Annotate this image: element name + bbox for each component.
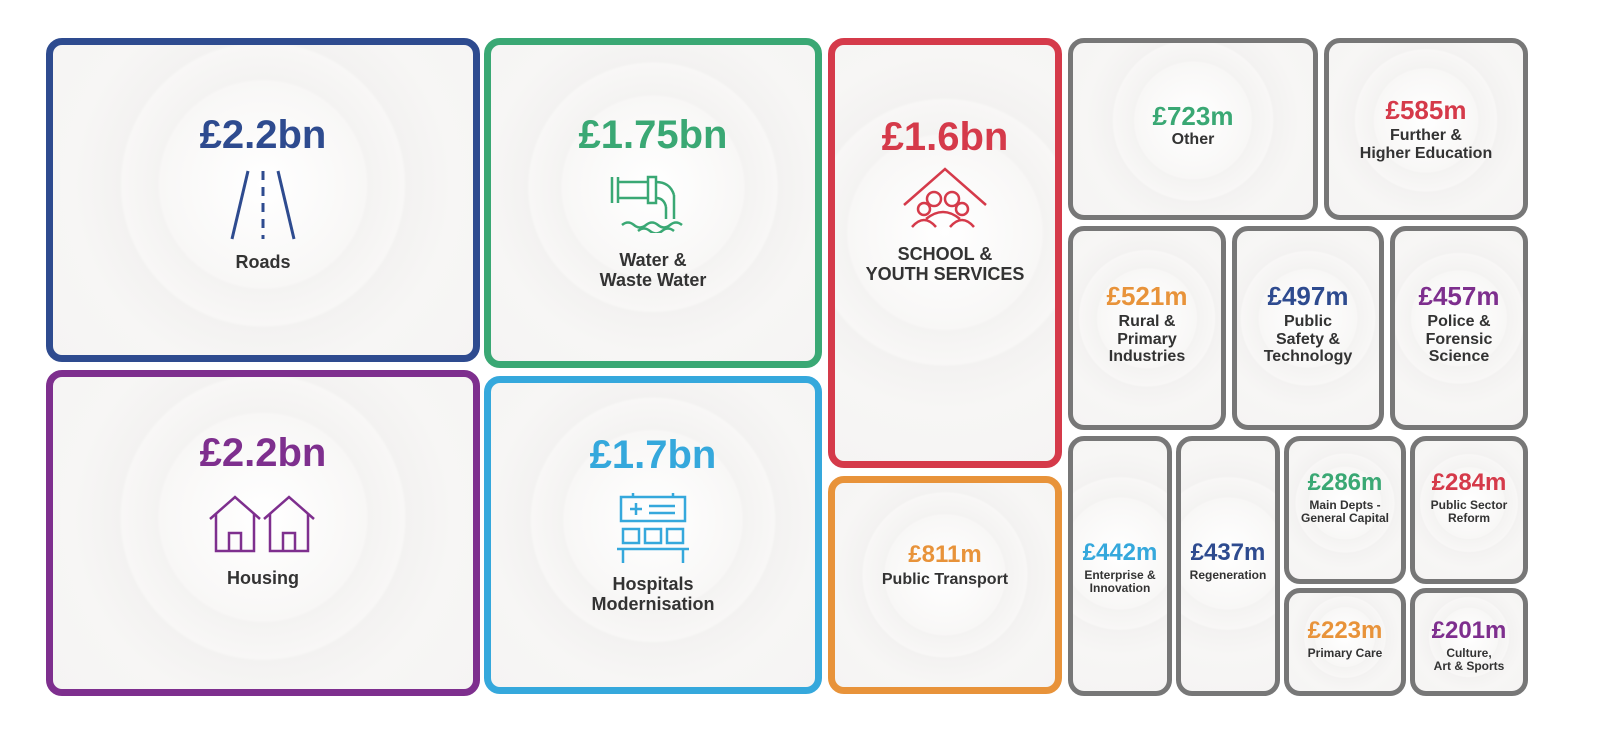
- tile-value: £811m: [908, 541, 982, 568]
- school-icon: [903, 167, 987, 228]
- tile-label: Culture, Art & Sports: [1433, 646, 1505, 674]
- houses-icon: [209, 495, 315, 553]
- tile-label: Water & Waste Water: [599, 250, 707, 290]
- tile-other: £723m Other: [1068, 38, 1318, 220]
- tile-value: £497m: [1267, 281, 1349, 311]
- tile-label: SCHOOL & YOUTH SERVICES: [865, 244, 1025, 284]
- tile-value: £723m: [1152, 101, 1234, 131]
- tile-label: Police & Forensic Science: [1425, 313, 1493, 366]
- tile-value: £457m: [1418, 281, 1500, 311]
- tile-transport: £811m Public Transport: [828, 476, 1062, 694]
- tile-safety: £497m Public Safety & Technology: [1232, 226, 1384, 430]
- tile-value: £1.75bn: [578, 113, 728, 157]
- tile-schools: £1.6bn SCHOOL & YOUTH SERVICES: [828, 38, 1062, 468]
- tile-value: £437m: [1190, 539, 1266, 566]
- tile-value: £286m: [1307, 469, 1383, 496]
- tile-housing: £2.2bn Housing: [46, 370, 480, 696]
- tile-label: Hospitals Modernisation: [591, 574, 715, 614]
- tile-value: £1.7bn: [589, 433, 717, 477]
- tile-value: £442m: [1082, 539, 1158, 566]
- tile-roads: £2.2bn Roads: [46, 38, 480, 362]
- tile-label: Public Safety & Technology: [1263, 313, 1353, 366]
- tile-regeneration: £437m Regeneration: [1176, 436, 1280, 696]
- tile-enterprise: £442m Enterprise & Innovation: [1068, 436, 1172, 696]
- tile-value: £2.2bn: [199, 113, 327, 157]
- tile-label: Public Transport: [881, 571, 1009, 588]
- tile-label: Primary Care: [1307, 646, 1383, 660]
- tile-label: Further & Higher Education: [1359, 127, 1493, 162]
- tile-value: £223m: [1307, 617, 1383, 644]
- pipe-water-icon: [610, 175, 683, 233]
- tile-further: £585m Further & Higher Education: [1324, 38, 1528, 220]
- tile-label: Public Sector Reform: [1430, 498, 1508, 526]
- tile-label: Rural & Primary Industries: [1108, 313, 1186, 366]
- tile-value: £284m: [1431, 469, 1507, 496]
- tile-value: £521m: [1106, 281, 1188, 311]
- tile-label: Roads: [235, 252, 291, 272]
- tile-label: Other: [1171, 131, 1215, 148]
- tile-label: Enterprise & Innovation: [1084, 568, 1156, 596]
- tile-rural: £521m Rural & Primary Industries: [1068, 226, 1226, 430]
- tile-value: £201m: [1431, 617, 1507, 644]
- tile-value: £585m: [1385, 95, 1467, 125]
- tile-reform: £284m Public Sector Reform: [1410, 436, 1528, 584]
- tile-label: Main Depts - General Capital: [1300, 498, 1390, 526]
- tile-label: Regeneration: [1189, 568, 1267, 582]
- hospital-icon: [617, 493, 689, 563]
- tile-culture: £201m Culture, Art & Sports: [1410, 588, 1528, 696]
- tile-value: £1.6bn: [881, 115, 1009, 159]
- tile-water: £1.75bn Water & Waste Water: [484, 38, 822, 368]
- tile-police: £457m Police & Forensic Science: [1390, 226, 1528, 430]
- road-icon: [230, 170, 296, 240]
- tile-label: Housing: [227, 568, 299, 588]
- tile-main-depts: £286m Main Depts - General Capital: [1284, 436, 1406, 584]
- tile-primary-care: £223m Primary Care: [1284, 588, 1406, 696]
- tile-value: £2.2bn: [199, 431, 327, 475]
- tile-hospitals: £1.7bn Hospitals Modernisation: [484, 376, 822, 694]
